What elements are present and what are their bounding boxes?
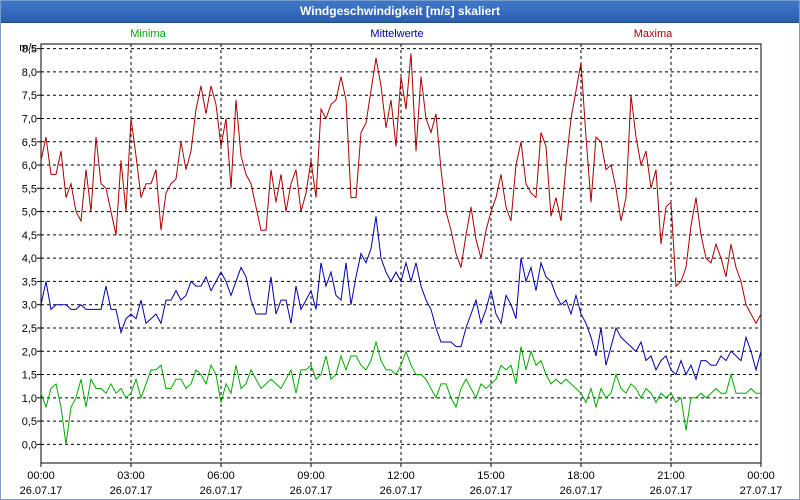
x-tick-date-label: 26.07.17 [110, 485, 153, 497]
x-tick-date-label: 26.07.17 [20, 485, 63, 497]
x-tick-date-label: 26.07.17 [650, 485, 693, 497]
series-line-minima [40, 340, 761, 445]
legend-mittelwerte: Mittelwerte [370, 28, 423, 40]
legend-minima: Minima [130, 28, 166, 40]
series-line-maxima [40, 53, 762, 325]
wind-speed-chart: m/s8,5 8,0 7,5 7,0 6,5 6,0 5,5 5,0 4,5 4,0 3,5 3,0 2… [19, 28, 783, 497]
x-tick-time-label: 18:00 [567, 470, 595, 482]
x-tick-date-label: 26.07.17 [200, 485, 243, 497]
y-tick-label: 6,5 [22, 137, 37, 149]
y-tick-label: 0,5 [22, 416, 37, 428]
x-tick-date-label: 26.07.17 [380, 485, 423, 497]
y-tick-label: 3,0 [22, 300, 37, 312]
y-tick-label: 0,0 [22, 439, 37, 451]
y-tick-label: 7,5 [22, 90, 37, 102]
x-tick-date-label: 26.07.17 [470, 485, 513, 497]
x-tick-time-label: 06:00 [207, 470, 235, 482]
x-tick-time-label: 21:00 [657, 470, 685, 482]
x-tick-date-label: 26.07.17 [290, 485, 333, 497]
window-title: Windgeschwindigkeit [m/s] skaliert [1, 1, 799, 23]
y-tick-label: 5,0 [22, 207, 37, 219]
y-tick-label: 3,5 [22, 276, 37, 288]
y-tick-label: 2,5 [22, 323, 37, 335]
x-tick-time-label: 00:00 [747, 470, 775, 482]
y-tick-label: 8,5 [22, 44, 37, 56]
series-line-mittelwerte [40, 216, 762, 381]
y-tick-label: 4,0 [22, 253, 37, 265]
y-tick-label: 5,5 [22, 183, 37, 195]
y-tick-label: 4,5 [22, 230, 37, 242]
legend-maxima: Maxima [634, 28, 673, 40]
x-tick-time-label: 00:00 [27, 470, 55, 482]
x-tick-time-label: 03:00 [117, 470, 145, 482]
x-tick-time-label: 12:00 [387, 470, 415, 482]
y-axis-unit-label: m/s [19, 42, 37, 54]
x-tick-date-label: 26.07.17 [560, 485, 603, 497]
y-tick-label: 2,0 [22, 346, 37, 358]
y-tick-label: 7,0 [22, 113, 37, 125]
x-tick-date-label: 27.07.17 [740, 485, 783, 497]
y-tick-label: 8,0 [22, 67, 37, 79]
y-tick-label: 6,0 [22, 160, 37, 172]
x-tick-time-label: 09:00 [297, 470, 325, 482]
y-tick-label: 1,5 [22, 370, 37, 382]
y-tick-label: 1,0 [22, 393, 37, 405]
x-tick-time-label: 15:00 [477, 470, 505, 482]
